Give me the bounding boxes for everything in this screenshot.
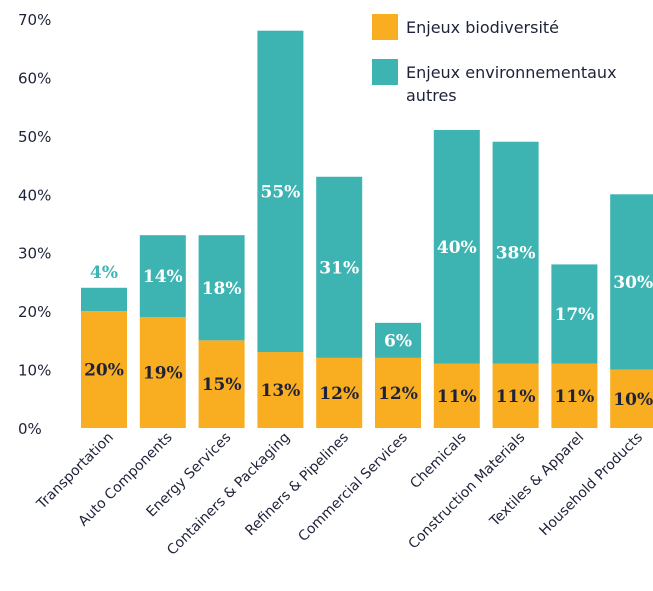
x-tick-label: Refiners & Pipelines [242, 430, 352, 540]
bar-segment-environnementaux [81, 288, 127, 311]
data-label-biodiversite: 11% [496, 387, 536, 407]
legend-label-environnementaux-line1: Enjeux environnementaux [406, 63, 617, 82]
x-tick-label: Household Products [536, 430, 646, 540]
x-tick-label: Construction Materials [406, 430, 529, 553]
data-label-biodiversite: 11% [437, 387, 477, 407]
data-label-biodiversite: 20% [84, 361, 124, 381]
data-label-biodiversite: 19% [143, 363, 183, 383]
x-tick-label: Chemicals [407, 430, 469, 492]
y-tick-label: 0% [18, 420, 42, 438]
data-label-environnementaux: 38% [496, 244, 536, 264]
data-label-environnementaux: 18% [202, 279, 242, 299]
data-label-environnementaux: 4% [90, 263, 118, 283]
y-tick-label: 10% [18, 362, 51, 380]
data-label-environnementaux: 17% [554, 305, 594, 325]
y-tick-label: 40% [18, 186, 51, 204]
legend-swatch-biodiversite [372, 14, 398, 40]
y-axis-ticks: 0% 10% 20% 30% 40% 50% 60% 70% [18, 11, 51, 438]
data-label-environnementaux: 40% [437, 238, 477, 258]
legend: Enjeux biodiversité Enjeux environnement… [372, 14, 617, 105]
y-tick-label: 30% [18, 245, 51, 263]
data-label-biodiversite: 10% [613, 390, 653, 410]
y-tick-label: 20% [18, 303, 51, 321]
data-label-environnementaux: 30% [613, 273, 653, 293]
y-tick-label: 70% [18, 11, 51, 29]
data-label-biodiversite: 13% [260, 381, 300, 401]
legend-label-biodiversite: Enjeux biodiversité [406, 18, 559, 37]
y-tick-label: 50% [18, 128, 51, 146]
data-label-biodiversite: 12% [378, 384, 418, 404]
legend-label-environnementaux-line2: autres [406, 86, 457, 105]
data-label-biodiversite: 11% [554, 387, 594, 407]
data-label-biodiversite: 12% [319, 384, 359, 404]
data-label-environnementaux: 14% [143, 267, 183, 287]
y-tick-label: 60% [18, 69, 51, 87]
data-label-environnementaux: 31% [319, 258, 359, 278]
x-tick-label: Containers & Packaging [164, 430, 293, 559]
legend-swatch-environnementaux [372, 59, 398, 85]
data-label-environnementaux: 55% [260, 182, 300, 202]
data-label-biodiversite: 15% [202, 375, 242, 395]
x-tick-label: Commercial Services [295, 430, 410, 545]
data-label-environnementaux: 6% [384, 331, 412, 351]
